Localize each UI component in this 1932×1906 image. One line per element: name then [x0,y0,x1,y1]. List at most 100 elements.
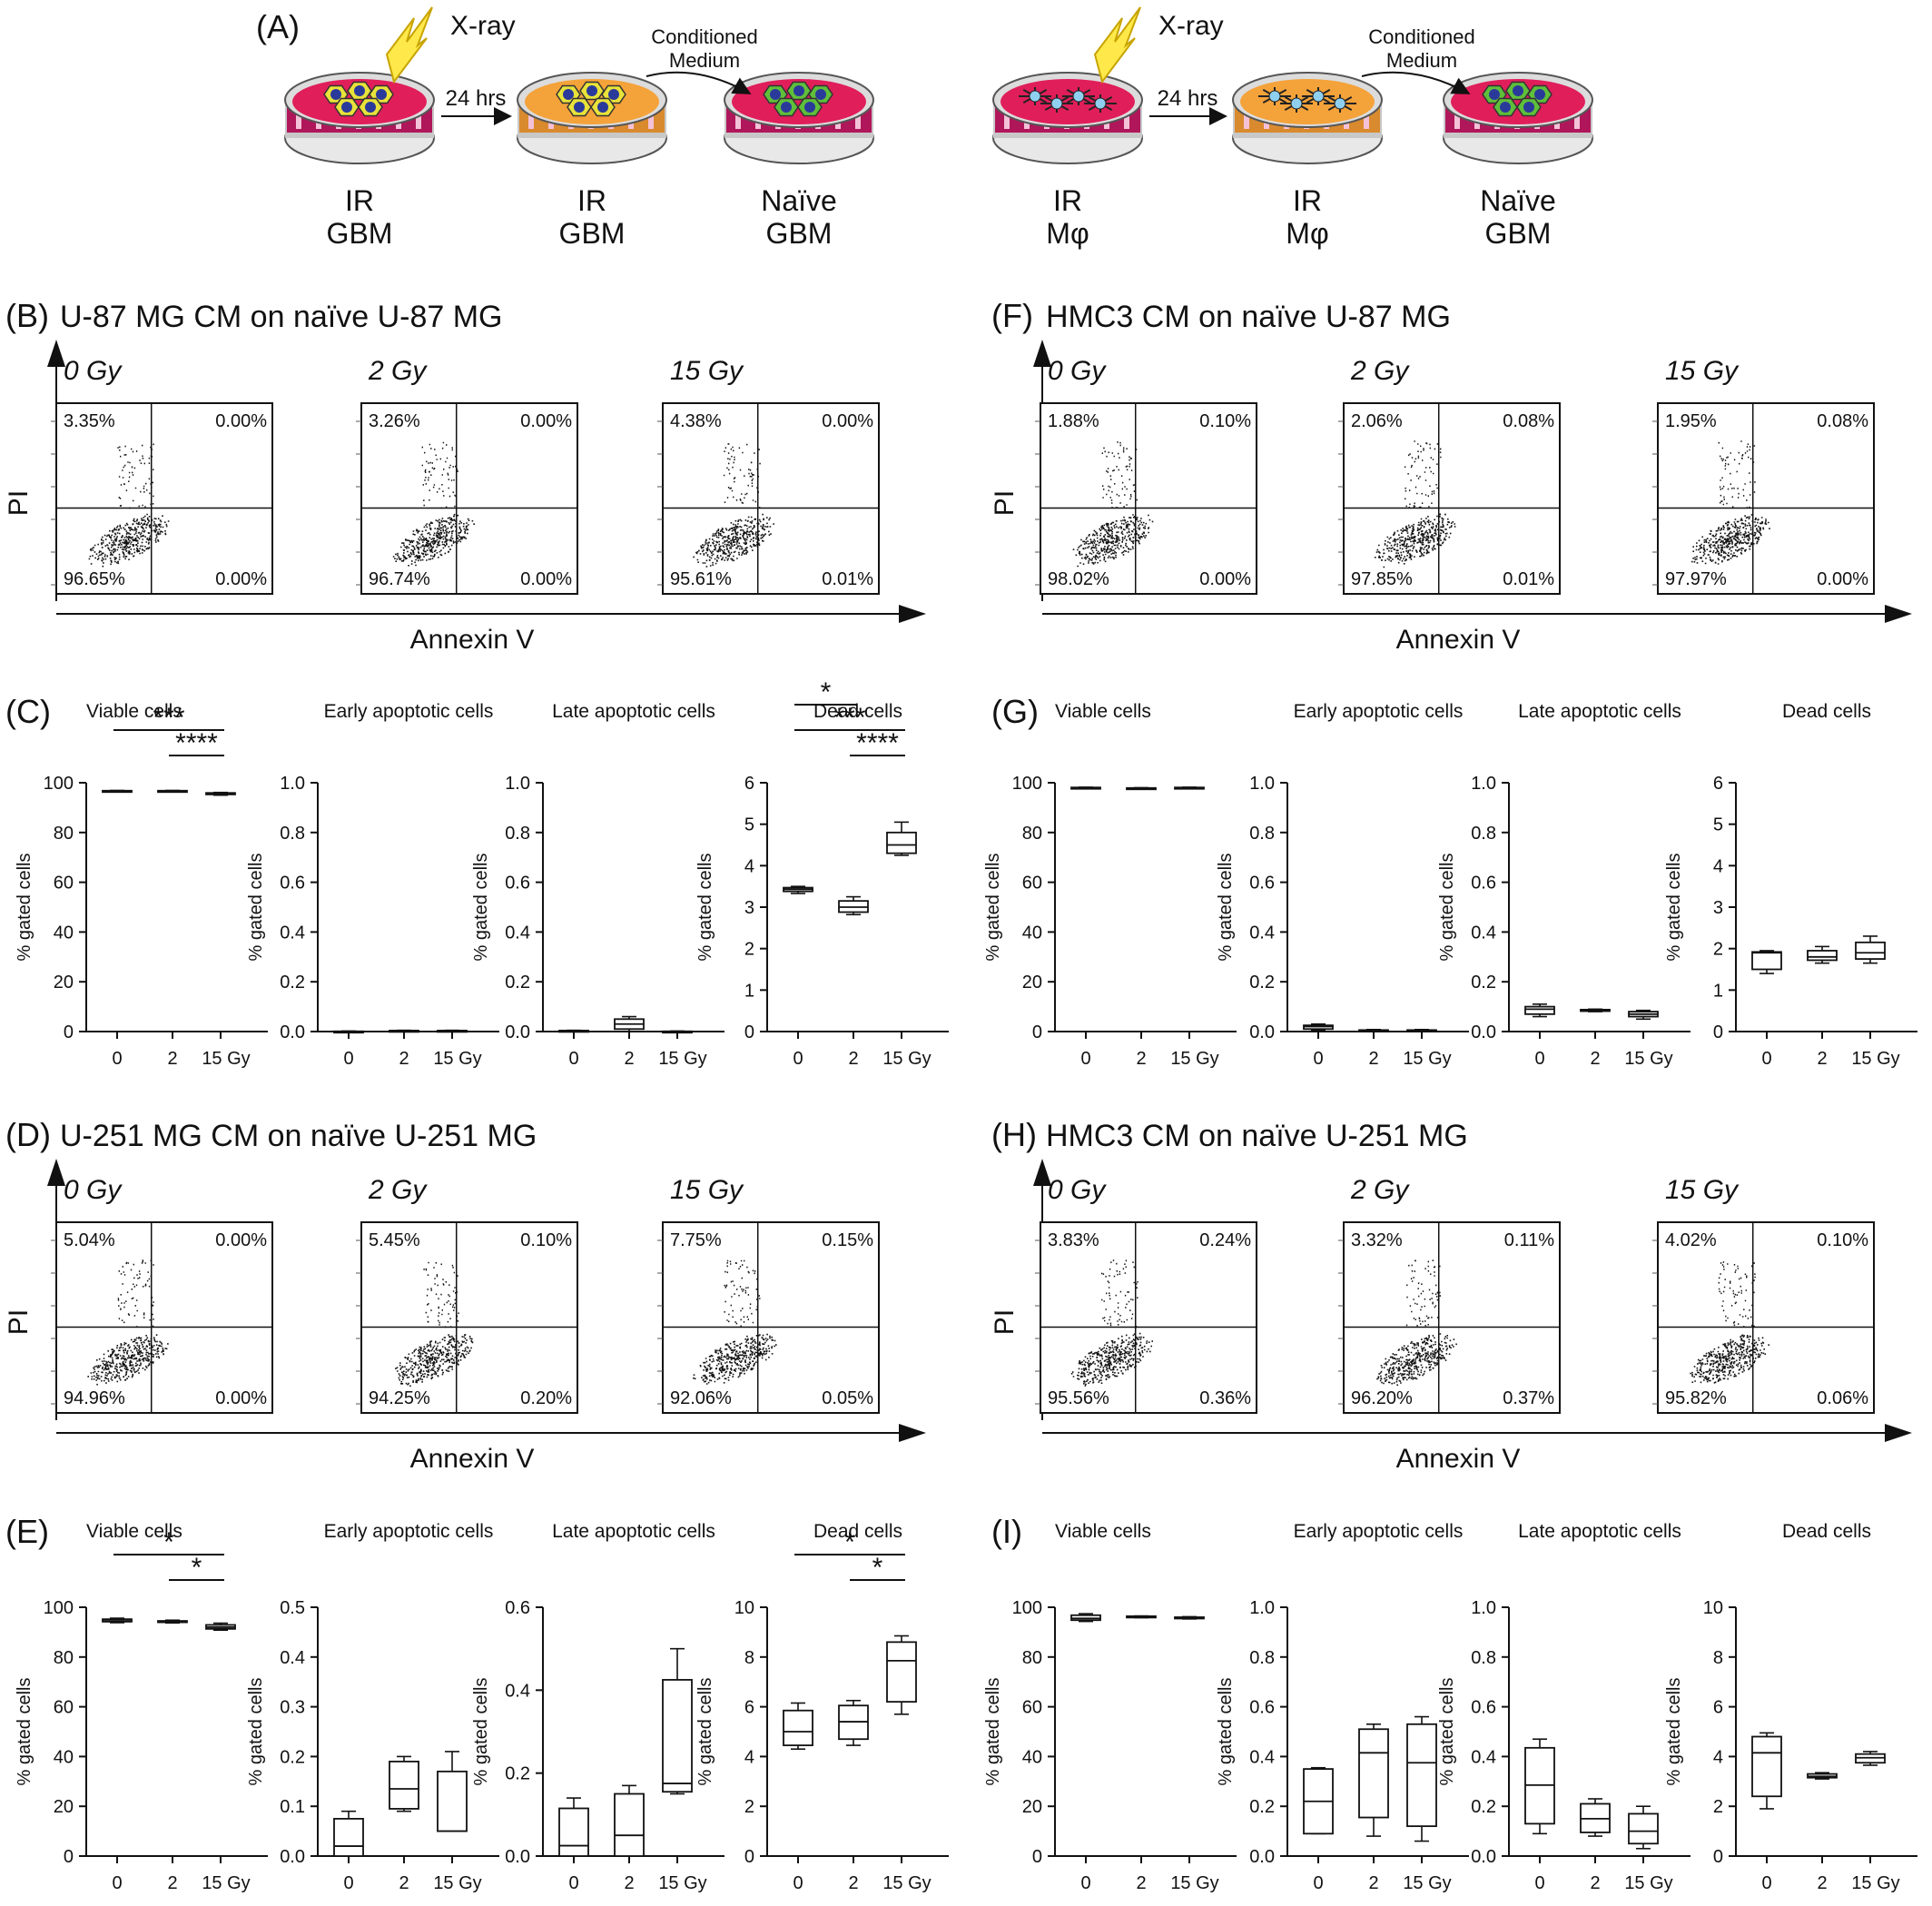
y-tick-label: 0.8 [1471,1648,1496,1668]
pi-axis-arrow [47,1159,65,1186]
cell-events [1690,1261,1769,1384]
x-tick-label: 2 [1368,1873,1378,1893]
y-tick-label: 0.2 [1471,973,1496,993]
quadrant-upper-right: 0.11% [1504,1230,1554,1250]
panel-label: (C) [5,693,51,730]
y-tick-label: 0.4 [1249,1747,1275,1767]
box-iqr [558,1807,589,1857]
y-tick-label: 40 [54,1747,74,1767]
y-tick-label: 1 [744,981,754,1001]
box-0 [1303,1022,1334,1032]
box-15-gy [1855,1751,1886,1766]
quadrant-lower-right: 0.00% [1199,569,1251,589]
box-chart-1: Viable cells 0 20 40 60 80 100 % gated cells 0 2 1… [983,701,1237,1069]
box-15-gy [205,1622,236,1632]
gbm-row-cm-arrow [646,71,752,94]
quadrant-upper-right: 0.00% [520,411,572,431]
annexin-axis-label: Annexin V [1396,625,1521,655]
mac-row-cm-line2: Medium [1386,49,1457,72]
y-tick-label: 0.2 [1471,1797,1496,1817]
mac-row-label-3-line2: GBM [1485,217,1552,250]
y-tick-label: 4 [744,856,754,876]
dish-stripe [1244,111,1249,129]
quadrant-lower-left: 96.20% [1351,1388,1413,1408]
gbm-row-label-2-line1: IR [577,184,606,217]
pi-axis-label: PI [4,1309,34,1335]
y-axis-label: % gated cells [15,1678,34,1786]
quadrant-upper-left: 1.95% [1665,411,1717,431]
x-tick-label: 0 [793,1873,803,1893]
x-tick-label: 2 [399,1873,409,1893]
y-tick-label: 0 [64,1847,74,1867]
mac-row-label-2-line2: Mφ [1286,217,1328,250]
quadrant-lower-right: 0.06% [1817,1388,1868,1408]
y-tick-label: 2 [1713,940,1723,960]
box-iqr [437,1770,468,1832]
gbm-row-dish-3 [724,72,874,164]
x-tick-label: 0 [1080,1049,1090,1069]
y-tick-label: 6 [744,774,754,794]
y-tick-label: 0.6 [1249,1698,1275,1718]
box-iqr [886,1641,917,1704]
chart-title: Late apoptotic cells [1518,701,1681,722]
box-0 [1524,1003,1555,1018]
box-0 [1751,950,1782,974]
box-0 [783,885,813,894]
macrophage [1290,97,1303,110]
chart-title: Viable cells [86,1521,182,1542]
quadrant-lower-left: 97.85% [1351,569,1413,589]
y-tick-label: 0.8 [1249,824,1275,844]
dose-label: 2 Gy [1350,356,1410,386]
dish-medium [1451,79,1585,124]
panel-label: (G) [991,693,1039,730]
panel-label: (B) [5,297,49,334]
box-0 [558,1029,589,1033]
annexin-axis-arrow [1885,1424,1912,1442]
quadrant-lower-right: 0.37% [1503,1388,1554,1408]
y-tick-label: 1.0 [505,774,530,794]
x-tick-label: 2 [167,1049,177,1069]
y-tick-label: 100 [1012,774,1042,794]
cell-nucleus [563,89,574,100]
chart-title: Early apoptotic cells [324,701,494,722]
macrophage [1312,90,1325,103]
plot-frame [1657,1221,1875,1414]
gbm-row-label-3-line2: GBM [766,217,833,250]
box-15-gy [437,1751,468,1832]
cell-nucleus [354,85,365,96]
y-tick-label: 0.8 [505,824,530,844]
y-tick-label: 0.2 [505,973,530,993]
pi-axis-arrow [47,340,65,367]
y-tick-label: 5 [744,815,754,835]
quadrant-lower-left: 94.96% [64,1388,125,1408]
dose-label: 0 Gy [64,356,123,386]
quadrant-upper-left: 5.04% [64,1230,115,1250]
box-15-gy [437,1029,468,1033]
mac-row-label-3-line1: Naïve [1480,184,1556,217]
gbm-row-label-2-line2: GBM [559,217,626,250]
box-chart-4: Dead cells 0 1 2 3 4 5 6 % gated cells 0 2 15 Gy [1664,701,1917,1069]
box-2 [389,1029,419,1033]
y-tick-label: 0 [1032,1847,1042,1867]
y-tick-label: 10 [1703,1598,1723,1618]
y-tick-label: 100 [44,1598,74,1618]
box-0 [558,1797,589,1857]
mac-row-dish-1 [992,72,1143,164]
dish-stripe [1124,111,1129,129]
y-tick-label: 20 [1022,1797,1042,1817]
x-tick-label: 0 [343,1049,353,1069]
chart-title: Late apoptotic cells [1518,1521,1681,1542]
x-tick-label: 0 [568,1049,578,1069]
y-axis-label: % gated cells [1437,1678,1457,1786]
box-chart-3: Late apoptotic cells 0.0 0.2 0.4 0.6 0.8 1.0 % … [1437,701,1690,1069]
chart-title: Viable cells [1055,701,1151,722]
cell-nucleus [330,89,341,100]
y-tick-label: 0.6 [280,874,305,894]
y-tick-label: 0.4 [280,1648,305,1668]
x-tick-label: 2 [399,1049,409,1069]
cell-nucleus [1523,102,1534,113]
box-iqr [1358,1728,1389,1819]
x-tick-label: 0 [793,1049,803,1069]
panel-title: U-251 MG CM on naïve U-251 MG [60,1119,537,1153]
x-tick-label: 2 [1590,1049,1600,1069]
